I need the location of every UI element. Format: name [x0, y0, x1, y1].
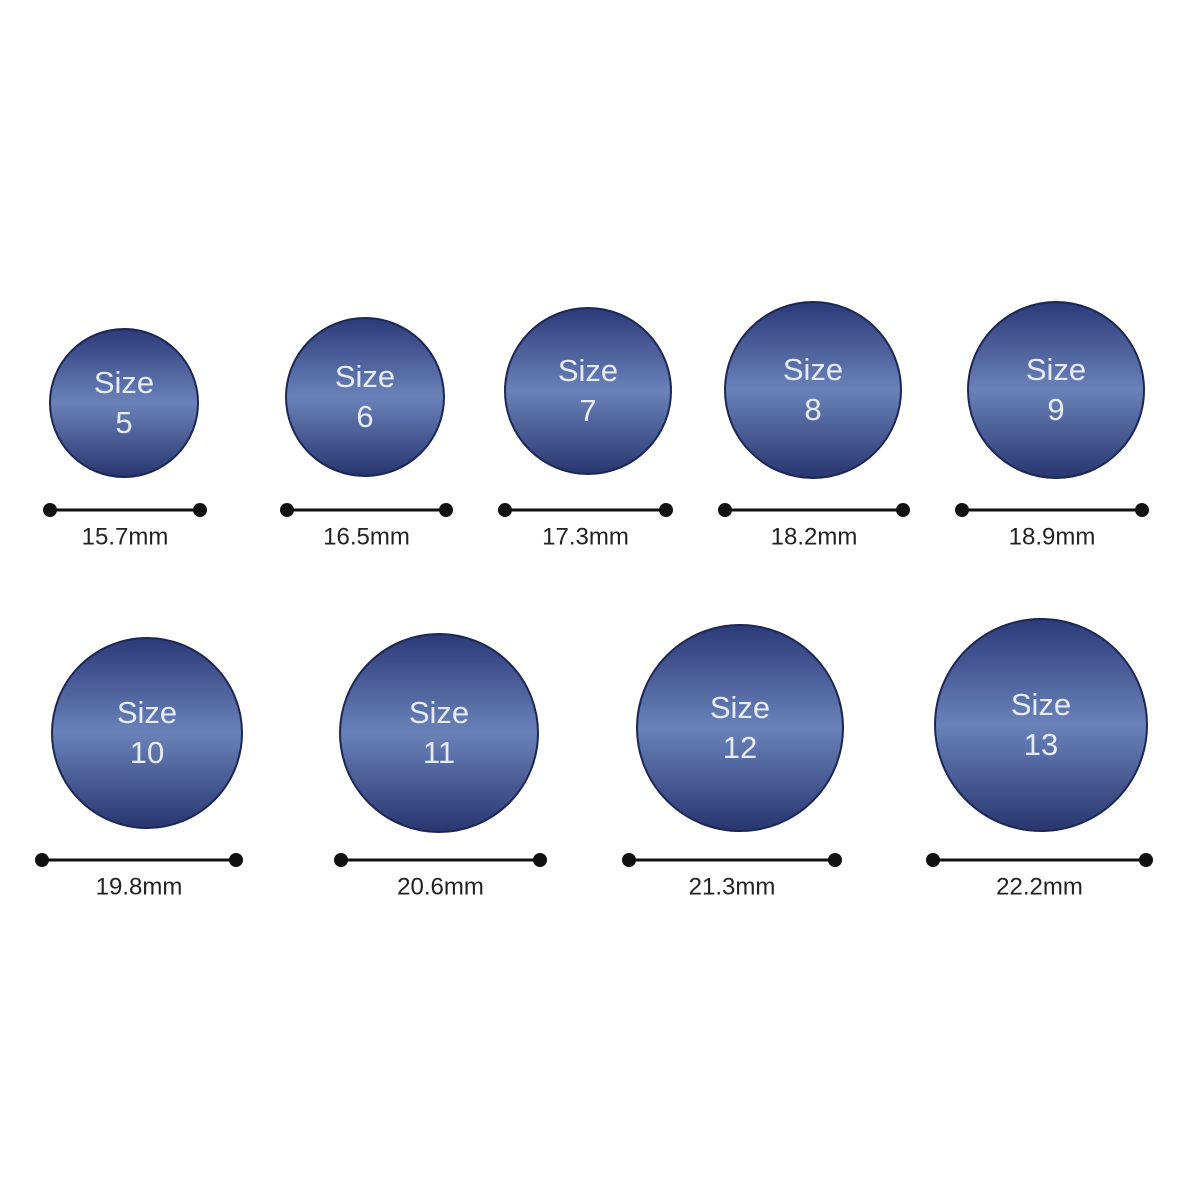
measure-dot [193, 503, 207, 517]
measure-dot [659, 503, 673, 517]
size-label: Size [409, 695, 469, 730]
size-number: 5 [115, 405, 132, 440]
size-number: 11 [423, 735, 455, 770]
ring-circle [504, 307, 672, 475]
size-label: Size [783, 352, 843, 387]
size-label: Size [1011, 687, 1071, 722]
size-number: 7 [579, 393, 596, 428]
measure-dot [718, 503, 732, 517]
ring-circle [339, 633, 539, 833]
measure-dot [622, 853, 636, 867]
size-number: 8 [804, 392, 821, 427]
ring-circle [934, 618, 1148, 832]
diameter-label: 16.5mm [323, 523, 410, 550]
diameter-label: 15.7mm [82, 523, 169, 550]
measure-dot [533, 853, 547, 867]
diameter-label: 21.3mm [689, 873, 776, 900]
ring-circle [51, 637, 243, 829]
measure-dot [896, 503, 910, 517]
measure-dot [35, 853, 49, 867]
ring-circle [49, 328, 199, 478]
measure-dot [498, 503, 512, 517]
diameter-label: 17.3mm [542, 523, 629, 550]
diameter-label: 20.6mm [397, 873, 484, 900]
size-label: Size [558, 353, 618, 388]
ring-circle [724, 301, 902, 479]
diameter-label: 18.9mm [1009, 523, 1096, 550]
diameter-label: 19.8mm [96, 873, 183, 900]
size-number: 13 [1024, 727, 1058, 762]
measure-dot [229, 853, 243, 867]
size-label: Size [710, 690, 770, 725]
measure-dot [955, 503, 969, 517]
size-number: 10 [130, 735, 164, 770]
measure-dot [828, 853, 842, 867]
measure-dot [43, 503, 57, 517]
size-label: Size [117, 695, 177, 730]
ring-circle [285, 317, 445, 477]
measure-dot [439, 503, 453, 517]
size-label: Size [335, 359, 395, 394]
measure-dot [926, 853, 940, 867]
size-label: Size [94, 365, 154, 400]
measure-dot [334, 853, 348, 867]
size-number: 6 [356, 399, 373, 434]
size-number: 9 [1047, 392, 1064, 427]
diameter-label: 18.2mm [771, 523, 858, 550]
measure-dot [1135, 503, 1149, 517]
ring-circle [967, 301, 1145, 479]
ring-circle [636, 624, 844, 832]
diameter-label: 22.2mm [996, 873, 1083, 900]
measure-dot [280, 503, 294, 517]
size-number: 12 [723, 730, 757, 765]
size-label: Size [1026, 352, 1086, 387]
measure-dot [1139, 853, 1153, 867]
